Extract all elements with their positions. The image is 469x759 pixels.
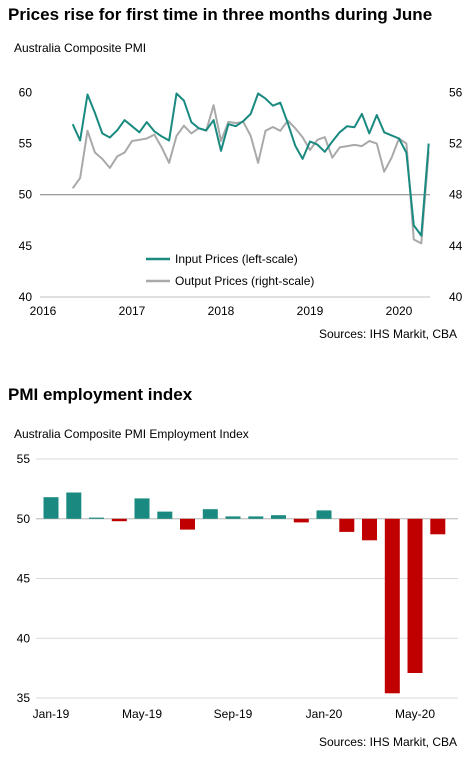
right-axis-tick-label: 44 <box>449 239 463 253</box>
bar-oct-19 <box>248 516 264 519</box>
chart1-subtitle: Australia Composite PMI <box>14 41 147 55</box>
bar-jan-19 <box>43 497 59 519</box>
bar-apr-19 <box>111 518 127 522</box>
bar-apr-20 <box>384 518 400 694</box>
bar-sep-19 <box>225 516 241 519</box>
bar-dec-19 <box>293 518 309 523</box>
bar-jun-20 <box>430 518 446 535</box>
legend-input-label: Input Prices (left-scale) <box>175 252 298 266</box>
chart1-title: Prices rise for first time in three mont… <box>8 5 433 24</box>
right-axis-tick-label: 52 <box>449 137 463 151</box>
bar-feb-19 <box>66 492 82 519</box>
x-axis-tick-label: 2019 <box>297 304 324 318</box>
x-axis-tick-label: 2017 <box>119 304 146 318</box>
x-axis-tick-label: 2018 <box>208 304 235 318</box>
y-axis-tick-label: 50 <box>17 512 31 526</box>
chart1-source: Sources: IHS Markit, CBA <box>318 327 457 341</box>
left-axis-tick-label: 50 <box>19 188 33 202</box>
prices-line-chart: 40 45 50 55 60 40 44 48 52 56 2016 2017 2018 2019 20… <box>19 85 463 318</box>
bar-aug-19 <box>202 509 218 519</box>
y-axis-tick-label: 45 <box>17 572 31 586</box>
bar-jan-20 <box>316 510 332 519</box>
x-axis-tick-label: May-19 <box>122 707 162 721</box>
left-axis-tick-label: 60 <box>19 85 33 99</box>
left-axis-tick-label: 40 <box>19 290 33 304</box>
y-axis-tick-label: 40 <box>17 631 31 645</box>
bar-may-20 <box>407 518 423 673</box>
bar-may-19 <box>134 498 150 519</box>
input-prices-line <box>71 92 430 237</box>
y-axis-tick-label: 55 <box>17 452 31 466</box>
legend-output-label: Output Prices (right-scale) <box>175 274 314 288</box>
bar-mar-20 <box>362 518 377 541</box>
left-axis-tick-label: 55 <box>19 137 33 151</box>
chart2-subtitle: Australia Composite PMI Employment Index <box>14 427 249 441</box>
x-axis-tick-label: May-20 <box>395 707 435 721</box>
left-axis-tick-label: 45 <box>19 239 33 253</box>
x-axis-tick-label: Jan-19 <box>33 707 70 721</box>
chart2-source: Sources: IHS Markit, CBA <box>318 735 457 749</box>
x-axis-tick-label: 2016 <box>30 304 57 318</box>
right-axis-tick-label: 40 <box>449 290 463 304</box>
bar-jun-19 <box>157 511 173 519</box>
x-axis-tick-label: 2020 <box>386 304 413 318</box>
chart2-title: PMI employment index <box>8 385 193 404</box>
bar-mar-19 <box>89 517 104 519</box>
bar-feb-20 <box>339 518 355 532</box>
bar-jul-19 <box>180 518 195 530</box>
right-axis-tick-label: 56 <box>449 85 463 99</box>
y-axis-tick-label: 35 <box>17 691 31 705</box>
x-axis-tick-label: Jan-20 <box>306 707 343 721</box>
bar-nov-19 <box>271 515 286 519</box>
output-prices-line <box>71 104 430 245</box>
x-axis-tick-label: Sep-19 <box>214 707 253 721</box>
right-axis-tick-label: 48 <box>449 188 463 202</box>
